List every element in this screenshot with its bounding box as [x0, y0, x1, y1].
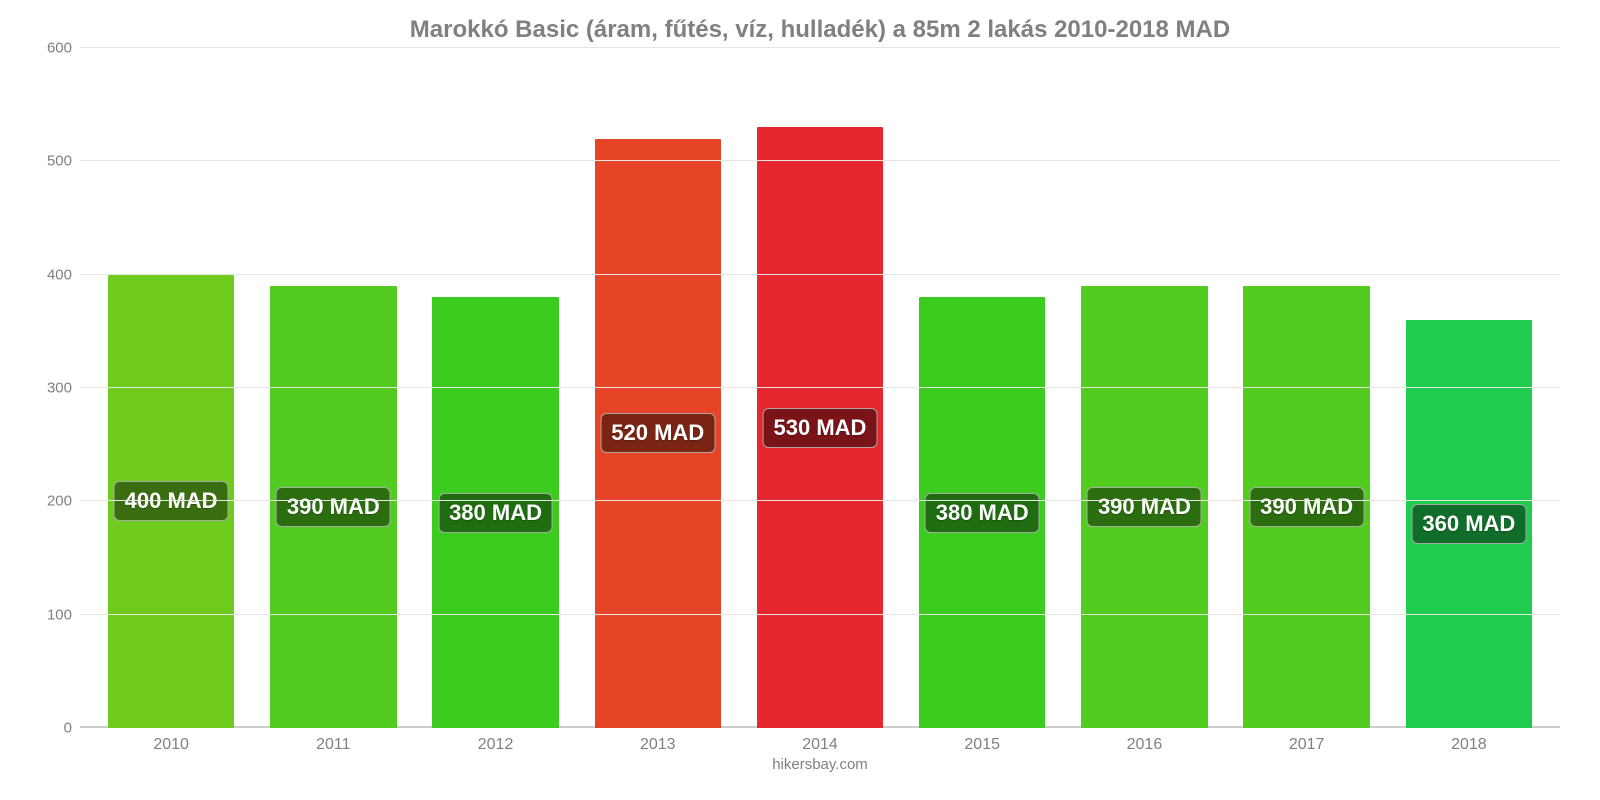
gridline — [80, 614, 1560, 615]
bar-slot: 390 MAD — [1226, 48, 1388, 728]
bar-value-label: 520 MAD — [600, 413, 715, 453]
bar-slot: 380 MAD — [901, 48, 1063, 728]
bar-slot: 390 MAD — [252, 48, 414, 728]
bar-slot: 380 MAD — [414, 48, 576, 728]
bar-value-label: 530 MAD — [763, 408, 878, 448]
chart-container: Marokkó Basic (áram, fűtés, víz, hulladé… — [0, 0, 1600, 800]
x-tick-label: 2012 — [414, 736, 576, 754]
x-tick-label: 2017 — [1226, 736, 1388, 754]
x-tick-label: 2010 — [90, 736, 252, 754]
x-axis-labels: 201020112012201320142015201620172018 — [80, 728, 1560, 754]
x-tick-label: 2018 — [1388, 736, 1550, 754]
bar-slot: 390 MAD — [1063, 48, 1225, 728]
bar: 390 MAD — [1081, 286, 1208, 728]
bar: 530 MAD — [757, 127, 884, 728]
y-tick-label: 200 — [36, 493, 72, 510]
x-tick-label: 2013 — [577, 736, 739, 754]
x-tick-label: 2016 — [1063, 736, 1225, 754]
bar-slot: 530 MAD — [739, 48, 901, 728]
bar: 520 MAD — [595, 139, 722, 728]
y-tick-label: 300 — [36, 380, 72, 397]
bar-slot: 400 MAD — [90, 48, 252, 728]
bar-value-label: 360 MAD — [1411, 504, 1526, 544]
bar-slot: 360 MAD — [1388, 48, 1550, 728]
bar-value-label: 400 MAD — [114, 481, 229, 521]
y-tick-label: 100 — [36, 606, 72, 623]
y-tick-label: 600 — [36, 40, 72, 57]
bar-slot: 520 MAD — [577, 48, 739, 728]
y-tick-label: 500 — [36, 153, 72, 170]
y-tick-label: 0 — [36, 720, 72, 737]
bar-value-label: 380 MAD — [438, 493, 553, 533]
gridline — [80, 160, 1560, 161]
bar-value-label: 390 MAD — [1087, 487, 1202, 527]
bar: 380 MAD — [919, 297, 1046, 728]
credit-text: hikersbay.com — [80, 756, 1560, 773]
gridline — [80, 500, 1560, 501]
bar: 390 MAD — [1243, 286, 1370, 728]
gridline — [80, 47, 1560, 48]
bar: 360 MAD — [1406, 320, 1533, 728]
bars-group: 400 MAD 390 MAD 380 MAD 520 MAD 530 MAD 380 M… — [80, 48, 1560, 728]
bar-value-label: 390 MAD — [276, 487, 391, 527]
x-tick-label: 2014 — [739, 736, 901, 754]
bar-value-label: 380 MAD — [925, 493, 1040, 533]
gridline — [80, 387, 1560, 388]
gridline — [80, 274, 1560, 275]
x-tick-label: 2015 — [901, 736, 1063, 754]
bar: 390 MAD — [270, 286, 397, 728]
y-tick-label: 400 — [36, 266, 72, 283]
x-tick-label: 2011 — [252, 736, 414, 754]
chart-title: Marokkó Basic (áram, fűtés, víz, hulladé… — [80, 16, 1560, 44]
bar-value-label: 390 MAD — [1249, 487, 1364, 527]
plot-area: 400 MAD 390 MAD 380 MAD 520 MAD 530 MAD 380 M… — [80, 48, 1560, 728]
bar: 380 MAD — [432, 297, 559, 728]
